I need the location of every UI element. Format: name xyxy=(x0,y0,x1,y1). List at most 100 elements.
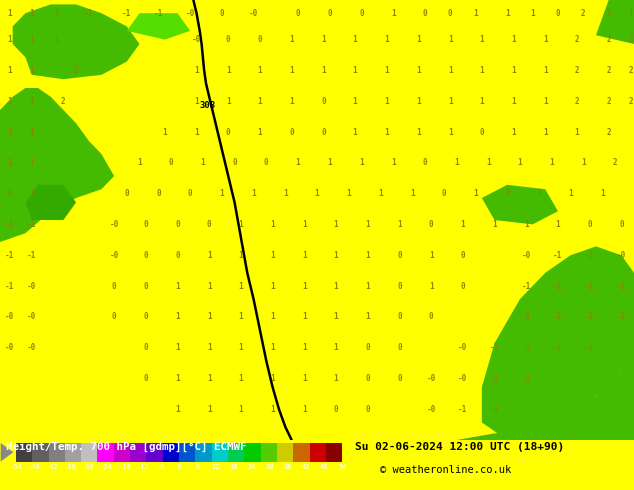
Text: 0: 0 xyxy=(365,405,370,414)
Text: 1: 1 xyxy=(353,66,358,75)
Text: 1: 1 xyxy=(238,220,243,229)
Text: 1: 1 xyxy=(416,35,421,44)
Text: 1: 1 xyxy=(302,343,307,352)
Text: -1: -1 xyxy=(458,405,467,414)
Text: 1: 1 xyxy=(479,66,484,75)
Text: -38: -38 xyxy=(64,464,77,470)
Text: -0: -0 xyxy=(427,405,436,414)
Text: 24: 24 xyxy=(247,464,256,470)
Text: 0: 0 xyxy=(555,9,560,18)
Text: 0: 0 xyxy=(397,282,402,291)
Text: 1: 1 xyxy=(289,66,294,75)
Text: 0: 0 xyxy=(448,9,453,18)
Text: 1: 1 xyxy=(333,220,339,229)
Text: © weatheronline.co.uk: © weatheronline.co.uk xyxy=(380,465,512,474)
Text: 1: 1 xyxy=(7,9,12,18)
Text: -1: -1 xyxy=(553,312,562,321)
Text: 2: 2 xyxy=(606,97,611,106)
Text: -1: -1 xyxy=(154,9,163,18)
Text: -0: -0 xyxy=(186,9,195,18)
Text: -0: -0 xyxy=(110,251,119,260)
Text: 1: 1 xyxy=(448,127,453,137)
Text: 1: 1 xyxy=(302,374,307,383)
Text: 1: 1 xyxy=(384,127,389,137)
Text: 1: 1 xyxy=(479,97,484,106)
Text: 0: 0 xyxy=(321,97,326,106)
Text: -1: -1 xyxy=(490,374,499,383)
Text: 1: 1 xyxy=(270,282,275,291)
Text: -1: -1 xyxy=(5,220,14,229)
Text: 30: 30 xyxy=(266,464,274,470)
Text: 1: 1 xyxy=(302,251,307,260)
Polygon shape xyxy=(127,13,190,40)
Text: 1: 1 xyxy=(137,158,142,167)
Text: 0: 0 xyxy=(7,189,12,198)
Text: 1: 1 xyxy=(448,66,453,75)
Text: 12: 12 xyxy=(211,464,219,470)
Text: 1: 1 xyxy=(219,189,224,198)
Text: 1: 1 xyxy=(289,97,294,106)
Text: 0: 0 xyxy=(264,158,269,167)
Text: 1: 1 xyxy=(251,189,256,198)
Text: 1: 1 xyxy=(543,97,548,106)
Text: 1: 1 xyxy=(378,189,383,198)
Text: 48: 48 xyxy=(320,464,328,470)
Text: 1: 1 xyxy=(270,374,275,383)
Text: 1: 1 xyxy=(543,127,548,137)
Text: 1: 1 xyxy=(175,374,180,383)
Text: 1: 1 xyxy=(530,9,535,18)
Text: 1: 1 xyxy=(226,97,231,106)
Text: 1: 1 xyxy=(207,405,212,414)
Text: 0: 0 xyxy=(365,343,370,352)
Text: 2: 2 xyxy=(581,9,586,18)
Text: 1: 1 xyxy=(295,158,301,167)
Polygon shape xyxy=(456,343,634,440)
Text: 1: 1 xyxy=(448,97,453,106)
Text: 0: 0 xyxy=(333,405,339,414)
Text: 1: 1 xyxy=(600,189,605,198)
Text: 1: 1 xyxy=(238,251,243,260)
Text: 1: 1 xyxy=(479,35,484,44)
Text: 0: 0 xyxy=(232,158,237,167)
Text: 1: 1 xyxy=(628,9,633,18)
Polygon shape xyxy=(25,185,76,220)
Text: -0: -0 xyxy=(110,220,119,229)
Text: 1: 1 xyxy=(194,97,199,106)
Text: -42: -42 xyxy=(46,464,58,470)
Text: -1: -1 xyxy=(553,282,562,291)
Text: -1: -1 xyxy=(617,282,626,291)
Text: 1: 1 xyxy=(492,220,497,229)
Text: 1: 1 xyxy=(238,374,243,383)
Text: 2: 2 xyxy=(628,97,633,106)
Text: 1: 1 xyxy=(410,189,415,198)
Text: 1: 1 xyxy=(194,127,199,137)
Text: 1: 1 xyxy=(302,282,307,291)
Text: -0: -0 xyxy=(5,343,14,352)
Text: -1: -1 xyxy=(522,374,531,383)
Text: 1: 1 xyxy=(543,35,548,44)
Text: -0: -0 xyxy=(458,374,467,383)
Text: 1: 1 xyxy=(397,220,402,229)
Text: 1: 1 xyxy=(333,251,339,260)
Text: 0: 0 xyxy=(289,127,294,137)
Polygon shape xyxy=(482,246,634,440)
Text: 1: 1 xyxy=(7,97,12,106)
Text: -18: -18 xyxy=(119,464,131,470)
Text: 1: 1 xyxy=(511,66,516,75)
Text: 0: 0 xyxy=(619,220,624,229)
Text: 0: 0 xyxy=(422,158,427,167)
Text: 1: 1 xyxy=(7,158,12,167)
Text: 0: 0 xyxy=(175,220,180,229)
Text: 1: 1 xyxy=(346,189,351,198)
Text: 0: 0 xyxy=(143,312,148,321)
Text: 1: 1 xyxy=(353,97,358,106)
Text: 1: 1 xyxy=(238,405,243,414)
Text: 1: 1 xyxy=(207,312,212,321)
Text: -0: -0 xyxy=(5,312,14,321)
Text: 308: 308 xyxy=(199,101,216,110)
Text: 0: 0 xyxy=(188,189,193,198)
Text: 0: 0 xyxy=(479,127,484,137)
Text: 1: 1 xyxy=(302,220,307,229)
Text: -54: -54 xyxy=(10,464,22,470)
Text: 1: 1 xyxy=(384,35,389,44)
